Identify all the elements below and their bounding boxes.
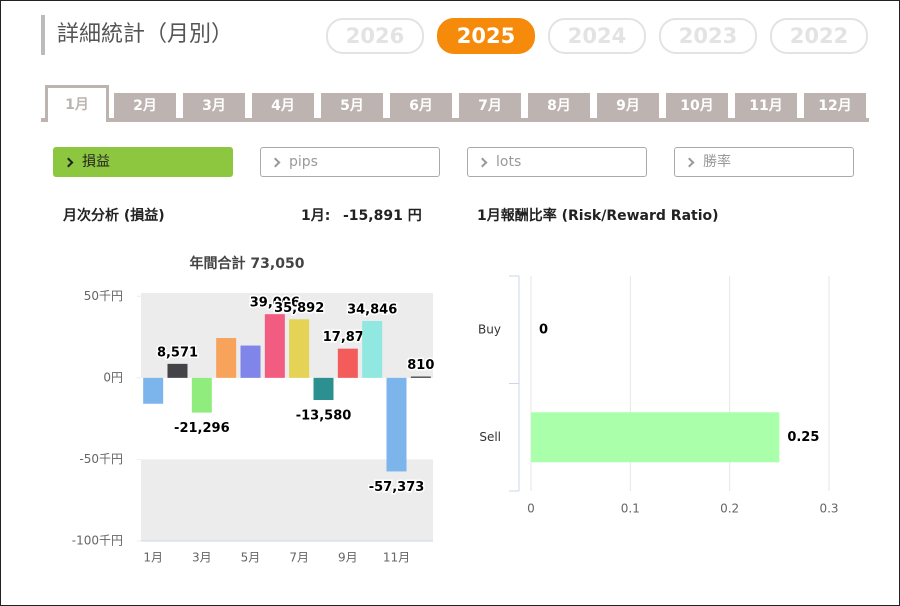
value-label: 0.25 [787, 430, 819, 445]
month-tab[interactable]: 3月 [183, 93, 245, 119]
bar [410, 376, 431, 378]
month-tab[interactable]: 9月 [597, 93, 659, 119]
metric-tab-label: 勝率 [703, 154, 731, 170]
year-tab-label: 2025 [456, 24, 516, 48]
bar [337, 348, 358, 378]
value-label: -13,580 [296, 408, 352, 423]
year-tab[interactable]: 2025 [437, 18, 535, 54]
month-tab[interactable]: 2月 [114, 93, 176, 119]
page-title: 詳細統計（月別） [41, 15, 233, 55]
value-label: 35,892 [274, 301, 324, 316]
month-tab-label: 5月 [340, 98, 364, 114]
ratio-title: 1月報酬比率 (Risk/Reward Ratio) [477, 208, 719, 224]
value-label: -21,296 [174, 421, 230, 436]
month-tab[interactable]: 5月 [321, 93, 383, 119]
x-tick-label: 11月 [383, 551, 410, 565]
year-tab-label: 2026 [345, 24, 405, 48]
month-tab[interactable]: 8月 [528, 93, 590, 119]
value-label: 8,571 [157, 345, 198, 360]
y-tick-label: -50千円 [79, 452, 123, 466]
month-tab[interactable]: 12月 [804, 93, 866, 119]
month-tab-label: 9月 [616, 98, 640, 114]
month-tab-label: 3月 [202, 98, 226, 114]
metric-tab-label: 損益 [82, 154, 110, 170]
x-tick-label: 3月 [192, 551, 212, 565]
month-tab-label: 7月 [478, 98, 502, 114]
month-tab-label: 10月 [680, 98, 714, 114]
month-label: 1月: [301, 208, 331, 224]
bar [216, 338, 237, 378]
analysis-title: 月次分析 (損益) [63, 208, 165, 224]
year-tab-label: 2022 [789, 24, 849, 48]
category-label: Buy [478, 322, 501, 336]
bar [289, 319, 310, 378]
metric-tab[interactable]: pips [260, 147, 440, 177]
value-label: 34,846 [347, 302, 397, 317]
month-tab[interactable]: 4月 [252, 93, 314, 119]
bar [362, 320, 383, 378]
metric-tab[interactable]: 損益 [53, 147, 233, 177]
month-tab-label: 4月 [271, 98, 295, 114]
y-tick-label: 0円 [103, 370, 123, 384]
bar [240, 345, 261, 378]
month-tab[interactable]: 6月 [390, 93, 452, 119]
month-tab-label: 12月 [818, 98, 852, 114]
value-label: 0 [539, 322, 548, 337]
month-tab[interactable]: 11月 [735, 93, 797, 119]
month-tab-label: 1月 [65, 97, 89, 113]
month-tab-label: 11月 [749, 98, 783, 114]
month-tab[interactable]: 1月 [45, 85, 109, 122]
month-tab-label: 8月 [547, 98, 571, 114]
bar [531, 412, 780, 463]
bar [386, 377, 407, 472]
month-tab[interactable]: 7月 [459, 93, 521, 119]
y-tick-label: 50千円 [84, 289, 123, 303]
month-tab-label: 6月 [409, 98, 433, 114]
x-tick-label: 1月 [143, 551, 163, 565]
year-tab[interactable]: 2026 [326, 18, 424, 54]
year-tab[interactable]: 2022 [770, 18, 868, 54]
year-tab[interactable]: 2024 [548, 18, 646, 54]
x-tick-label: 7月 [289, 551, 309, 565]
month-tab-label: 2月 [133, 98, 157, 114]
year-tab-label: 2023 [678, 24, 738, 48]
x-tick-label: 0.1 [621, 502, 640, 516]
value-label: 17,878 [323, 330, 373, 345]
tab-underline [41, 118, 869, 122]
bar [264, 314, 285, 378]
value-label: 39,006 [250, 296, 300, 311]
metric-tab-label: lots [496, 154, 522, 170]
metric-tab[interactable]: lots [467, 147, 647, 177]
x-tick-label: 0.3 [819, 502, 838, 516]
metric-tab[interactable]: 勝率 [674, 147, 854, 177]
value-label: 810 [407, 358, 434, 373]
year-tab[interactable]: 2023 [659, 18, 757, 54]
x-tick-label: 5月 [241, 551, 261, 565]
x-tick-label: 9月 [338, 551, 358, 565]
x-tick-label: 0 [527, 502, 535, 516]
value-label: -57,373 [369, 480, 425, 495]
month-tab[interactable]: 10月 [666, 93, 728, 119]
x-tick-label: 0.2 [720, 502, 739, 516]
bar [313, 377, 334, 400]
chart-title: 年間合計 73,050 [190, 255, 305, 272]
bar [191, 377, 212, 413]
year-tab-label: 2024 [567, 24, 627, 48]
metric-tab-label: pips [289, 154, 318, 170]
plot-band [141, 377, 433, 460]
bar [167, 363, 188, 378]
y-tick-label: -100千円 [72, 534, 123, 548]
month-value: -15,891 円 [343, 208, 422, 224]
bar [143, 377, 164, 404]
category-label: Sell [479, 430, 501, 444]
